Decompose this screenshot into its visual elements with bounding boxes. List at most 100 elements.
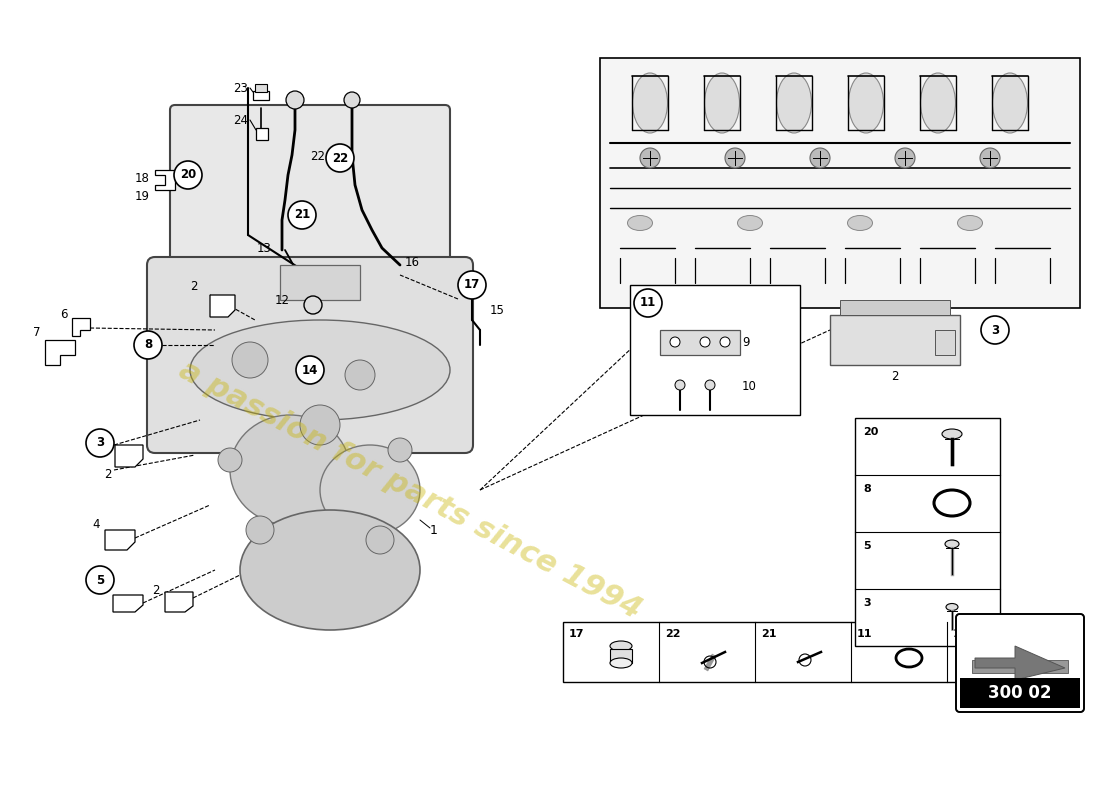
Ellipse shape — [847, 215, 872, 230]
Text: 6: 6 — [60, 307, 68, 321]
Ellipse shape — [848, 73, 883, 133]
Bar — [840, 300, 950, 315]
Text: 10: 10 — [742, 381, 757, 394]
Circle shape — [344, 92, 360, 108]
Ellipse shape — [957, 215, 982, 230]
Text: 13: 13 — [257, 242, 272, 254]
Text: 15: 15 — [490, 303, 505, 317]
Circle shape — [725, 148, 745, 168]
Circle shape — [286, 91, 304, 109]
Ellipse shape — [610, 641, 632, 651]
Text: 17: 17 — [464, 278, 480, 291]
Circle shape — [458, 271, 486, 299]
Text: 7: 7 — [33, 326, 40, 338]
Bar — [256, 128, 268, 140]
Bar — [660, 330, 740, 355]
Text: 16: 16 — [405, 255, 420, 269]
Text: 8: 8 — [144, 338, 152, 351]
Circle shape — [86, 429, 114, 457]
Circle shape — [640, 148, 660, 168]
Text: 3: 3 — [864, 598, 870, 608]
Circle shape — [296, 356, 324, 384]
Text: 2: 2 — [104, 469, 112, 482]
Text: 9: 9 — [742, 337, 749, 350]
Ellipse shape — [704, 73, 739, 133]
Bar — [855, 418, 1000, 646]
Ellipse shape — [942, 429, 962, 439]
Circle shape — [675, 380, 685, 390]
Circle shape — [670, 337, 680, 347]
Text: 18: 18 — [135, 171, 150, 185]
Text: 22: 22 — [666, 629, 681, 639]
Circle shape — [345, 360, 375, 390]
Text: 23: 23 — [233, 82, 248, 94]
Text: 4: 4 — [92, 518, 100, 531]
Text: 24: 24 — [233, 114, 248, 126]
Text: 21: 21 — [294, 209, 310, 222]
Text: 300 02: 300 02 — [988, 684, 1052, 702]
Ellipse shape — [627, 215, 652, 230]
Circle shape — [304, 296, 322, 314]
Text: a passion for parts since 1994: a passion for parts since 1994 — [174, 355, 646, 625]
Circle shape — [810, 148, 830, 168]
Ellipse shape — [945, 540, 959, 548]
Text: 3: 3 — [991, 323, 999, 337]
Polygon shape — [165, 592, 192, 612]
Bar — [630, 285, 800, 415]
Ellipse shape — [610, 658, 632, 668]
Circle shape — [895, 148, 915, 168]
Bar — [280, 265, 360, 300]
FancyBboxPatch shape — [147, 257, 473, 453]
Ellipse shape — [901, 653, 917, 663]
Polygon shape — [104, 530, 135, 550]
Circle shape — [288, 201, 316, 229]
Circle shape — [232, 342, 268, 378]
Text: 20: 20 — [864, 427, 879, 437]
Circle shape — [326, 144, 354, 172]
Text: 20: 20 — [180, 169, 196, 182]
Circle shape — [134, 331, 162, 359]
Circle shape — [705, 380, 715, 390]
Bar — [830, 315, 960, 365]
Polygon shape — [210, 295, 235, 317]
Circle shape — [720, 337, 730, 347]
Text: 3: 3 — [96, 437, 104, 450]
Bar — [610, 649, 632, 663]
Circle shape — [246, 516, 274, 544]
Text: 2: 2 — [190, 281, 198, 294]
Polygon shape — [113, 595, 143, 612]
Ellipse shape — [632, 73, 668, 133]
Text: 22: 22 — [332, 151, 348, 165]
Ellipse shape — [992, 73, 1027, 133]
Ellipse shape — [940, 496, 962, 510]
Circle shape — [218, 448, 242, 472]
Text: 17: 17 — [569, 629, 584, 639]
Circle shape — [700, 337, 710, 347]
Ellipse shape — [320, 445, 420, 535]
Ellipse shape — [737, 215, 762, 230]
Ellipse shape — [190, 320, 450, 420]
Polygon shape — [45, 340, 75, 365]
Circle shape — [366, 526, 394, 554]
Circle shape — [634, 289, 662, 317]
Text: 8: 8 — [864, 484, 871, 494]
Text: 1: 1 — [430, 523, 438, 537]
Circle shape — [300, 405, 340, 445]
Ellipse shape — [240, 510, 420, 630]
Ellipse shape — [777, 73, 812, 133]
Text: 14: 14 — [953, 629, 969, 639]
Text: 22: 22 — [310, 150, 324, 163]
Polygon shape — [155, 170, 175, 190]
Bar — [563, 622, 1043, 682]
Text: 5: 5 — [864, 541, 870, 551]
Circle shape — [981, 316, 1009, 344]
Ellipse shape — [230, 415, 350, 525]
Text: 2: 2 — [891, 370, 899, 383]
Circle shape — [86, 566, 114, 594]
Text: 11: 11 — [857, 629, 872, 639]
Text: 19: 19 — [135, 190, 150, 202]
Polygon shape — [972, 660, 1068, 673]
Circle shape — [980, 148, 1000, 168]
Text: 11: 11 — [640, 297, 656, 310]
Bar — [255, 84, 267, 92]
